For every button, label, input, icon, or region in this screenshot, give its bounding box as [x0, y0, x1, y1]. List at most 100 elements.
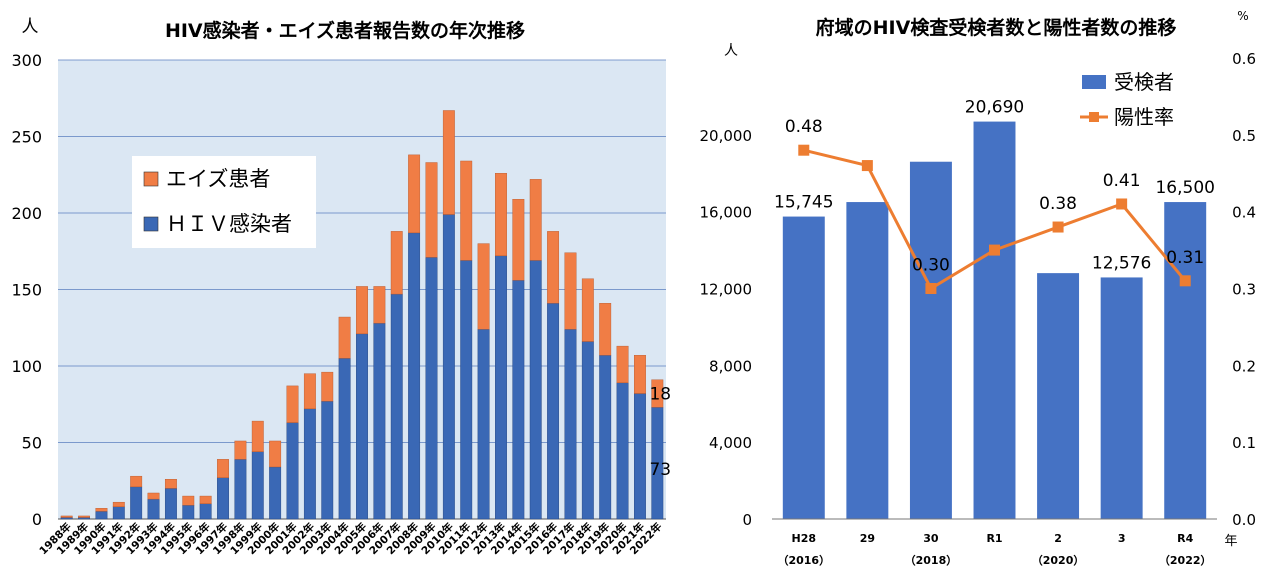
x-axis-label: 年: [1224, 534, 1237, 549]
bar-hiv: [547, 303, 560, 520]
x-tick-label: H28: [792, 532, 817, 545]
bar-aids: [460, 160, 473, 261]
legend-background: [132, 156, 316, 248]
bar-aids: [425, 162, 438, 258]
data-label: 73: [649, 460, 671, 480]
data-labels: 15,745 20,690 12,576 16,500 0.48 0.30 0.38 0.41…: [774, 98, 1215, 276]
bar-hiv: [199, 503, 212, 520]
y2-tick-label: 0.5: [1232, 127, 1256, 145]
legend-swatch-tests: [1082, 75, 1106, 89]
bar-aids: [564, 252, 577, 330]
bar-data-label: 16,500: [1155, 178, 1214, 198]
bar-tests: [1037, 273, 1080, 519]
y2-axis-label: %: [1237, 9, 1248, 23]
bar-aids: [547, 231, 560, 304]
bar-hiv: [512, 280, 525, 520]
bar-hiv: [303, 408, 316, 520]
y2-tick-label: 0.0: [1232, 511, 1256, 529]
bar-aids: [321, 371, 334, 402]
bar-hiv: [112, 506, 125, 520]
bar-hiv: [251, 451, 264, 520]
x-tick-label: R4: [1177, 532, 1193, 545]
rate-marker: [989, 244, 1000, 256]
bar-tests: [846, 202, 889, 519]
bar-aids: [182, 495, 195, 506]
bar-aids: [286, 385, 299, 423]
bar-hiv: [581, 341, 594, 520]
bar-data-label: 12,576: [1092, 253, 1151, 273]
rate-marker: [798, 144, 810, 156]
bar-data-label: 20,690: [965, 98, 1024, 118]
bar-aids: [234, 440, 247, 460]
legend-label-rate: 陽性率: [1114, 105, 1174, 129]
line-data-label: 0.30: [912, 256, 950, 276]
bar-hiv: [356, 333, 368, 520]
x-tick-label: 2: [1054, 532, 1062, 545]
y-tick-label: 20,000: [700, 127, 753, 145]
x-axis-ticks: 1988年1989年1990年1991年1992年1993年1994年1995年…: [37, 520, 665, 558]
bar-hiv: [338, 358, 351, 520]
bar-aids: [78, 515, 90, 518]
y-tick-label: 100: [11, 357, 42, 376]
x-tick-sublabel: （2016）: [777, 554, 830, 567]
legend: エイズ患者 ＨＩＶ感染者: [132, 156, 316, 248]
bar-tests: [1164, 202, 1207, 519]
bar-hiv: [408, 232, 421, 520]
bar-hiv: [182, 505, 195, 520]
x-tick-label: 30: [923, 532, 939, 545]
bar-aids: [408, 154, 421, 234]
bar-hiv: [95, 511, 108, 520]
legend-label-tests: 受検者: [1114, 70, 1174, 94]
bar-hiv: [634, 393, 646, 520]
data-label: 18: [649, 385, 671, 405]
rate-marker: [1052, 221, 1064, 233]
x-tick-label: R1: [986, 532, 1002, 545]
bar-aids: [164, 479, 177, 489]
y-axis-ticks: 0 50 100 150 200 250 300: [11, 51, 42, 529]
y-tick-label: 4,000: [709, 434, 752, 452]
x-tick-label: 3: [1118, 532, 1126, 545]
rate-marker: [1116, 198, 1128, 210]
bar-aids: [495, 173, 507, 257]
bar-hiv: [269, 466, 282, 520]
bar-hiv: [442, 214, 455, 520]
rate-marker: [925, 283, 937, 294]
y-axis-ticks: 0 4,000 8,000 12,000 16,000 20,000: [700, 127, 753, 529]
bar-aids: [634, 355, 646, 394]
x-tick-sublabel: （2020）: [1032, 554, 1085, 567]
line-data-label: 0.48: [785, 117, 823, 137]
bar-aids: [147, 492, 160, 500]
bar-hiv: [564, 329, 577, 520]
bar-hiv: [321, 400, 334, 520]
bar-hiv: [164, 488, 177, 520]
bar-hiv: [599, 355, 612, 520]
bar-aids: [651, 379, 664, 408]
bars: [60, 110, 664, 520]
bar-hiv: [373, 322, 386, 520]
bar-aids: [95, 508, 108, 512]
rate-marker: [861, 160, 873, 172]
y-tick-label: 250: [11, 128, 42, 147]
y-tick-label: 150: [11, 281, 42, 300]
bar-aids: [199, 495, 212, 504]
bar-aids: [581, 278, 594, 342]
bar-aids: [616, 345, 629, 384]
y2-tick-label: 0.1: [1232, 434, 1256, 452]
y-tick-label: 50: [22, 434, 42, 453]
bar-aids: [373, 286, 386, 324]
legend-label-hiv: ＨＩＶ感染者: [166, 212, 292, 236]
y-axis-label: 人: [724, 43, 738, 59]
line-data-label: 0.38: [1039, 194, 1077, 214]
bar-hiv: [234, 459, 247, 520]
y2-tick-label: 0.2: [1232, 357, 1256, 375]
legend-swatch-hiv: [143, 216, 159, 232]
bar-tests: [1100, 277, 1143, 519]
y-tick-label: 0: [32, 510, 42, 529]
bar-hiv: [460, 260, 473, 520]
y2-tick-label: 0.6: [1232, 50, 1256, 68]
test-bars: [772, 121, 1217, 520]
bar-aids: [529, 179, 542, 261]
bar-aids: [303, 373, 316, 410]
